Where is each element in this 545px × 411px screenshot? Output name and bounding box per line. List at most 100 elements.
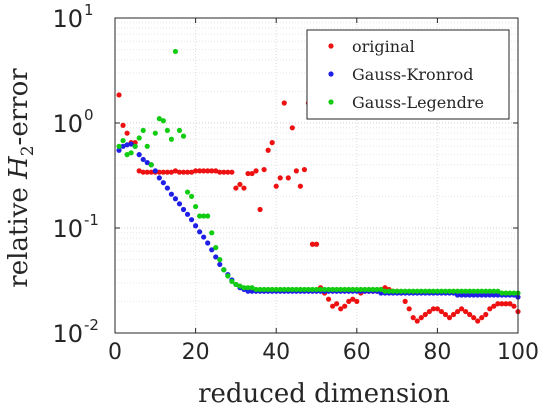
data-point — [438, 288, 445, 294]
data-point — [458, 306, 465, 312]
data-point — [354, 298, 360, 304]
plot-frame — [114, 17, 519, 334]
data-point — [338, 306, 344, 312]
data-point — [454, 288, 461, 294]
data-point — [156, 116, 162, 122]
data-point — [217, 169, 223, 175]
data-point — [321, 286, 328, 293]
data-point — [144, 159, 150, 166]
data-point — [426, 308, 432, 315]
data-point — [495, 292, 501, 298]
data-point — [148, 162, 154, 168]
data-point — [503, 290, 509, 296]
data-point — [293, 168, 299, 174]
data-point — [164, 185, 170, 191]
legend-label: Gauss-Legendre — [352, 93, 484, 112]
data-point — [483, 292, 489, 298]
y-axis-label-subscript: 2 — [18, 145, 38, 156]
data-point — [209, 247, 215, 253]
data-point — [342, 286, 348, 293]
data-point — [160, 118, 166, 124]
data-point — [172, 168, 179, 174]
data-point — [269, 286, 275, 293]
data-point — [184, 189, 191, 195]
data-point — [454, 292, 461, 298]
data-point — [378, 286, 384, 293]
data-points — [116, 48, 521, 324]
data-point — [491, 288, 497, 294]
data-point — [281, 100, 287, 106]
legend: original Gauss-Kronrod Gauss-Legendre — [306, 29, 510, 120]
data-point — [293, 286, 299, 293]
data-point — [156, 175, 162, 181]
data-point — [124, 130, 130, 136]
data-point — [463, 308, 469, 315]
data-point — [442, 288, 449, 294]
legend-label: original — [352, 37, 415, 56]
legend-marker — [328, 43, 334, 49]
data-point — [475, 318, 481, 324]
data-point — [233, 185, 239, 191]
data-point — [217, 261, 223, 268]
y-tick-label: 10 — [52, 5, 83, 33]
y-tick-label: 10 — [52, 110, 83, 138]
data-point — [156, 169, 162, 175]
data-point — [176, 169, 183, 175]
data-point — [221, 267, 227, 273]
data-point — [442, 311, 449, 318]
data-point — [193, 223, 199, 229]
x-tick-labels: 0 20 40 60 80 100 — [108, 340, 539, 365]
data-point — [507, 301, 513, 307]
data-point — [225, 273, 231, 279]
data-point — [301, 286, 308, 293]
data-point — [205, 213, 211, 219]
data-point — [148, 169, 154, 175]
data-point — [434, 306, 440, 312]
y-axis-label: relative H2-error — [4, 68, 38, 288]
data-point — [197, 213, 203, 219]
data-point — [309, 286, 316, 293]
y-tick-exponent: -1 — [84, 211, 99, 229]
x-tick-label: 40 — [262, 340, 290, 365]
data-point — [483, 311, 489, 318]
data-point — [503, 301, 509, 307]
data-point — [213, 245, 219, 251]
data-point — [213, 254, 219, 260]
data-point — [483, 288, 489, 294]
data-point — [325, 296, 332, 302]
data-point — [180, 133, 187, 139]
data-point — [450, 311, 457, 318]
data-point — [188, 217, 195, 223]
data-point — [342, 303, 348, 309]
data-point — [273, 286, 279, 293]
data-point — [116, 92, 122, 98]
data-point — [253, 168, 259, 174]
data-point — [479, 288, 485, 294]
data-point — [229, 278, 235, 285]
x-tick-label: 100 — [497, 340, 539, 365]
data-point — [475, 292, 481, 298]
x-tick-label: 60 — [343, 340, 371, 365]
data-point — [446, 288, 453, 294]
data-point — [330, 286, 336, 293]
data-point — [144, 143, 150, 149]
data-point — [277, 286, 283, 293]
data-point — [414, 318, 420, 324]
data-point — [467, 288, 473, 294]
data-point — [487, 288, 493, 294]
data-point — [285, 175, 291, 181]
y-axis-label-tail: -error — [4, 68, 34, 146]
data-point — [176, 127, 183, 134]
data-point — [180, 169, 187, 175]
data-point — [297, 183, 303, 189]
data-point — [402, 298, 408, 304]
data-point — [116, 143, 122, 149]
data-point — [479, 292, 485, 298]
data-point — [241, 285, 247, 291]
legend-box — [306, 29, 510, 120]
data-point — [410, 315, 416, 321]
data-point — [257, 206, 263, 213]
data-point — [309, 241, 316, 247]
data-point — [325, 286, 332, 293]
